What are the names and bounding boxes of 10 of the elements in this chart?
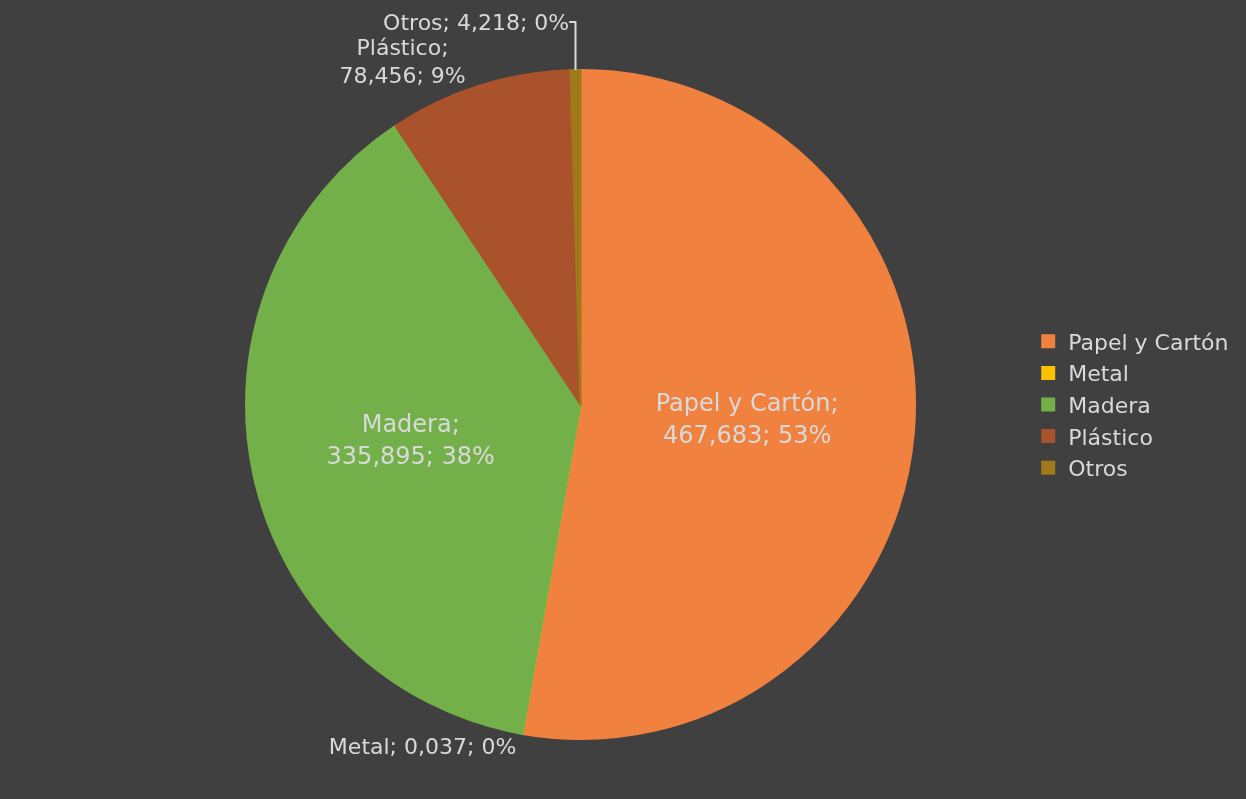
data-label: Otros; 4,218; 0% xyxy=(383,9,570,35)
legend-label: Plástico xyxy=(1068,424,1153,450)
data-label: Madera; 335,895; 38% xyxy=(326,410,495,470)
data-label: Papel y Cartón; 467,683; 53% xyxy=(655,389,839,449)
data-label: Metal; 0,037; 0% xyxy=(328,733,517,759)
legend-label: Metal xyxy=(1068,361,1129,387)
legend-label: Madera xyxy=(1068,393,1151,419)
data-label: Plástico; 78,456; 9% xyxy=(339,34,466,89)
legend-label: Papel y Cartón xyxy=(1068,329,1229,355)
legend-label: Otros xyxy=(1068,456,1128,482)
